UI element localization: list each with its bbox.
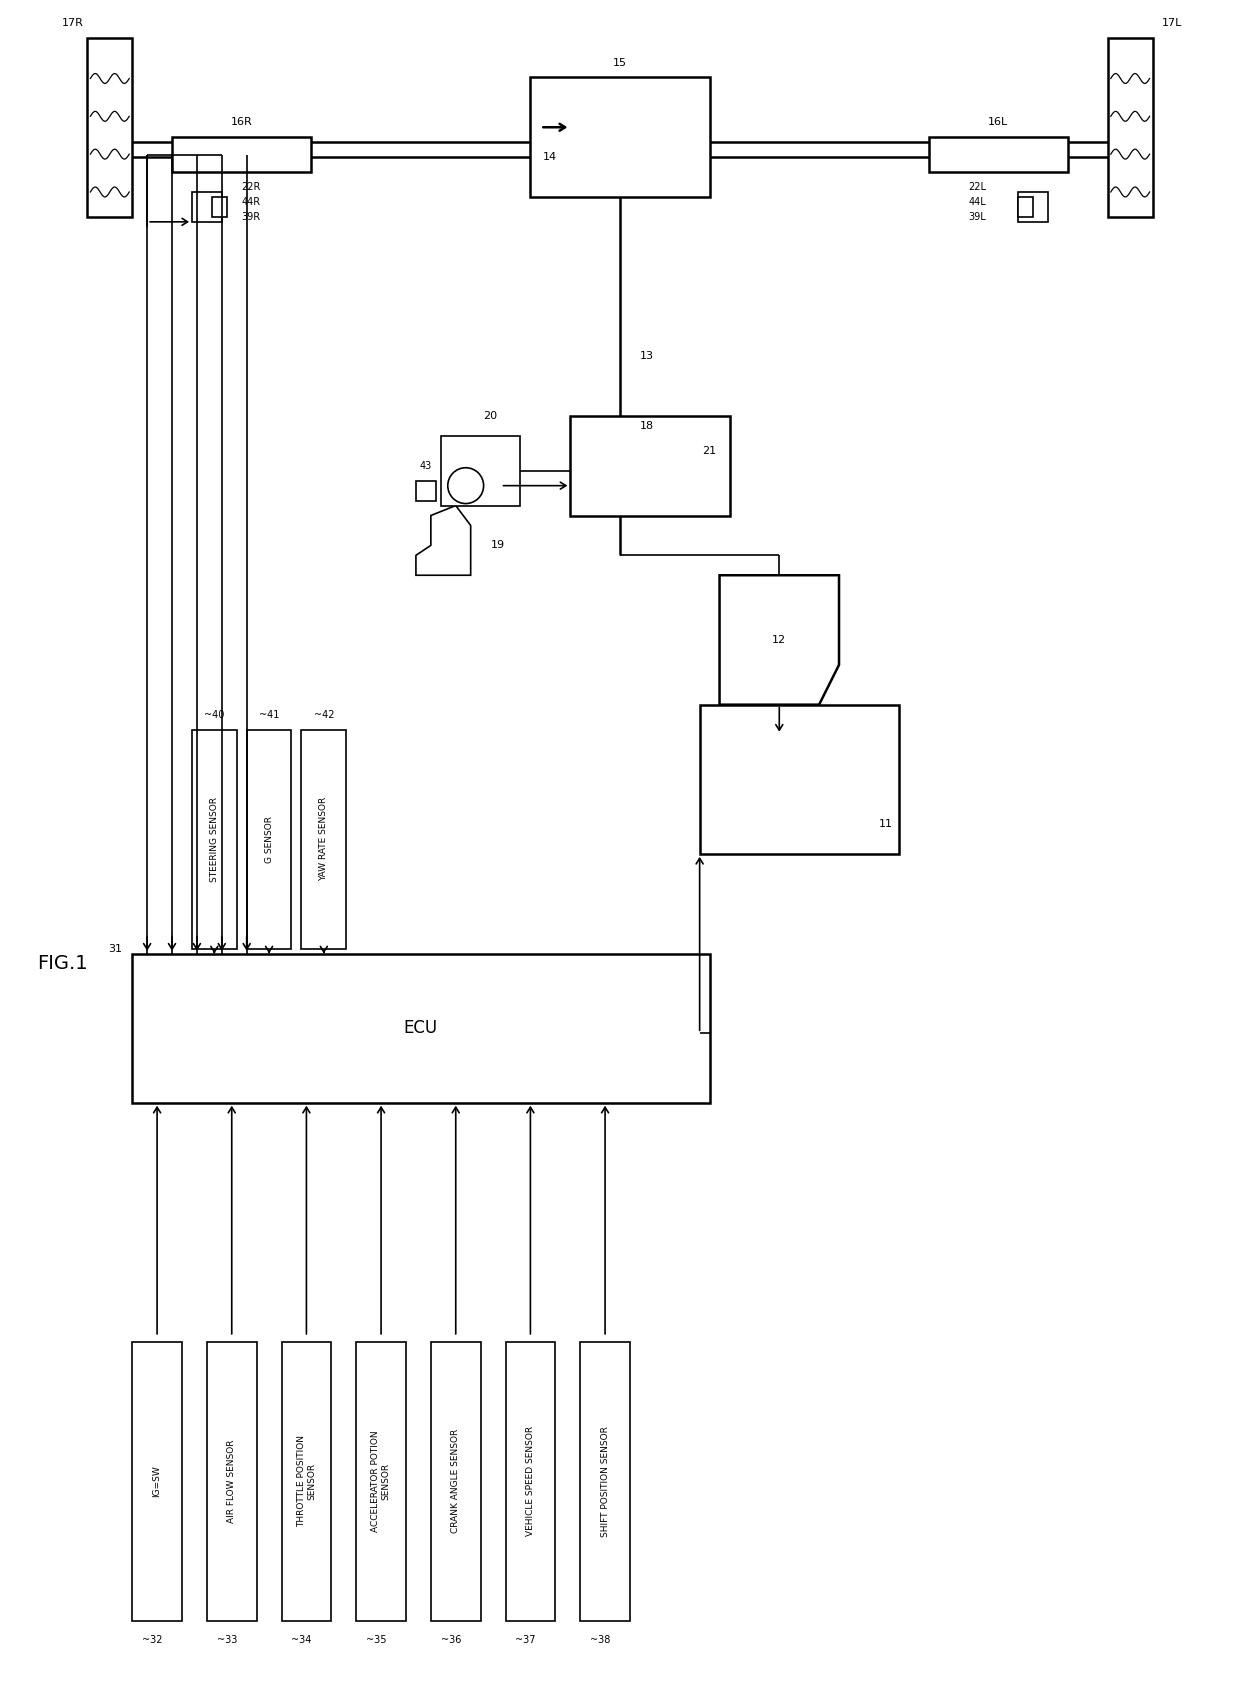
Bar — [212, 198, 227, 216]
Text: 22L: 22L — [968, 182, 987, 193]
Text: 14: 14 — [543, 152, 557, 162]
Bar — [281, 1341, 331, 1621]
Text: G SENSOR: G SENSOR — [264, 816, 274, 862]
Bar — [356, 1341, 405, 1621]
Text: SHIFT POSITION SENSOR: SHIFT POSITION SENSOR — [600, 1426, 610, 1537]
Bar — [87, 37, 133, 216]
Bar — [699, 705, 899, 854]
Text: ~32: ~32 — [141, 1636, 162, 1646]
Text: STEERING SENSOR: STEERING SENSOR — [210, 796, 218, 881]
Bar — [506, 1341, 556, 1621]
Text: AIR FLOW SENSOR: AIR FLOW SENSOR — [227, 1440, 237, 1523]
Text: ECU: ECU — [404, 1019, 438, 1038]
Text: ~33: ~33 — [217, 1636, 237, 1646]
Text: 44R: 44R — [242, 198, 260, 206]
Bar — [1018, 193, 1048, 222]
Text: CRANK ANGLE SENSOR: CRANK ANGLE SENSOR — [451, 1430, 460, 1534]
Polygon shape — [719, 576, 839, 705]
Bar — [172, 138, 311, 172]
Text: 17L: 17L — [1162, 17, 1183, 27]
Text: ~41: ~41 — [259, 709, 279, 719]
Bar — [192, 729, 237, 949]
Text: ~38: ~38 — [590, 1636, 610, 1646]
Text: THROTTLE POSITION
SENSOR: THROTTLE POSITION SENSOR — [296, 1435, 316, 1527]
Text: 11: 11 — [879, 820, 893, 830]
Polygon shape — [415, 506, 471, 576]
Text: ACCELERATOR POTION
SENSOR: ACCELERATOR POTION SENSOR — [371, 1430, 391, 1532]
Bar — [247, 729, 291, 949]
Text: 16R: 16R — [231, 118, 253, 128]
Text: ~42: ~42 — [314, 709, 334, 719]
Bar — [133, 1341, 182, 1621]
Text: FIG.1: FIG.1 — [37, 954, 88, 973]
Text: 12: 12 — [773, 636, 786, 644]
Text: 13: 13 — [640, 351, 653, 361]
Bar — [929, 138, 1068, 172]
Bar — [570, 416, 729, 516]
Text: 44L: 44L — [968, 198, 986, 206]
Bar — [430, 1341, 481, 1621]
Text: 43: 43 — [420, 460, 432, 470]
Text: IG=SW: IG=SW — [153, 1465, 161, 1498]
Text: 16L: 16L — [988, 118, 1008, 128]
Text: ~40: ~40 — [205, 709, 224, 719]
Text: 18: 18 — [640, 421, 653, 431]
Text: 31: 31 — [108, 944, 123, 954]
Bar — [207, 1341, 257, 1621]
Text: 22R: 22R — [242, 182, 262, 193]
Bar — [133, 954, 709, 1102]
Text: 20: 20 — [484, 411, 497, 421]
Bar — [192, 193, 222, 222]
Bar — [301, 729, 346, 949]
Text: ~37: ~37 — [515, 1636, 536, 1646]
Bar — [1018, 198, 1033, 216]
Text: VEHICLE SPEED SENSOR: VEHICLE SPEED SENSOR — [526, 1426, 534, 1537]
Text: 21: 21 — [703, 446, 717, 455]
Bar — [415, 481, 435, 501]
Text: 19: 19 — [491, 540, 505, 550]
Text: 17R: 17R — [62, 17, 83, 27]
Text: ~35: ~35 — [366, 1636, 387, 1646]
Text: 39L: 39L — [968, 211, 986, 222]
Text: ~36: ~36 — [440, 1636, 461, 1646]
Text: ~34: ~34 — [291, 1636, 311, 1646]
Text: YAW RATE SENSOR: YAW RATE SENSOR — [320, 797, 329, 881]
Circle shape — [448, 467, 484, 504]
Text: 39R: 39R — [242, 211, 260, 222]
Bar — [1107, 37, 1153, 216]
Bar — [531, 77, 709, 198]
Bar — [440, 436, 521, 506]
Text: 15: 15 — [613, 58, 627, 68]
Bar — [580, 1341, 630, 1621]
